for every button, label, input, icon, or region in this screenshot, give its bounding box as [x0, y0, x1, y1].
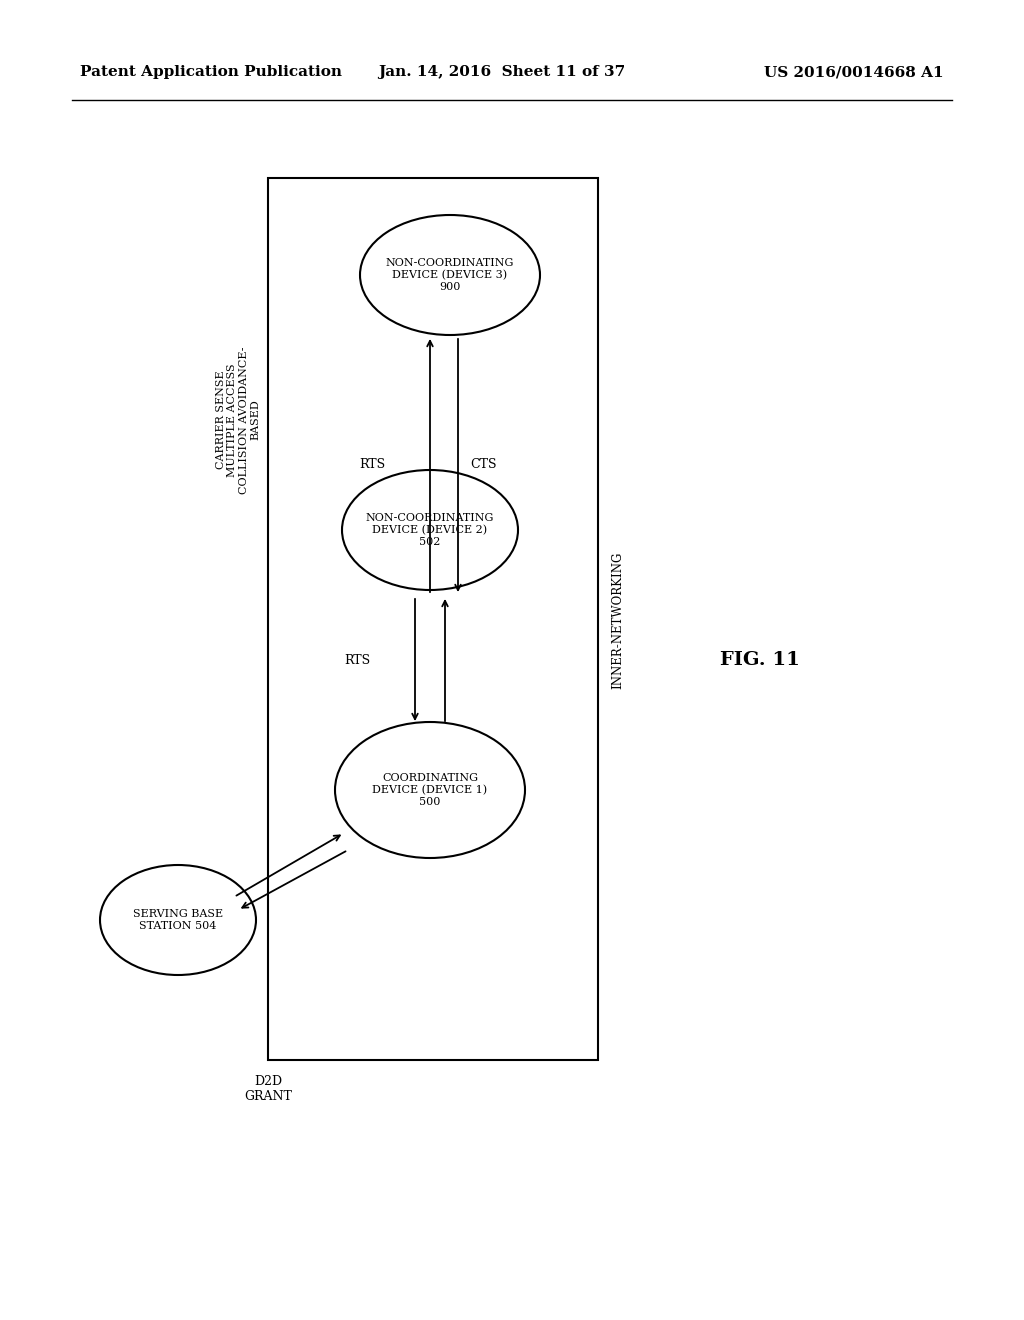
Text: NON-COORDINATING
DEVICE (DEVICE 2)
502: NON-COORDINATING DEVICE (DEVICE 2) 502 [366, 513, 495, 546]
Text: SERVING BASE
STATION 504: SERVING BASE STATION 504 [133, 909, 223, 931]
Text: FIG. 11: FIG. 11 [720, 651, 800, 669]
Text: CARRIER SENSE
MULTIPLE ACCESS
COLLISION AVOIDANCE-
BASED: CARRIER SENSE MULTIPLE ACCESS COLLISION … [216, 346, 260, 494]
Text: US 2016/0014668 A1: US 2016/0014668 A1 [764, 65, 944, 79]
Ellipse shape [342, 470, 518, 590]
Ellipse shape [100, 865, 256, 975]
Ellipse shape [360, 215, 540, 335]
Text: NON-COORDINATING
DEVICE (DEVICE 3)
900: NON-COORDINATING DEVICE (DEVICE 3) 900 [386, 259, 514, 292]
Text: INNER-NETWORKING: INNER-NETWORKING [611, 552, 625, 689]
Text: Jan. 14, 2016  Sheet 11 of 37: Jan. 14, 2016 Sheet 11 of 37 [379, 65, 626, 79]
Text: D2D
GRANT: D2D GRANT [244, 1074, 292, 1104]
Text: COORDINATING
DEVICE (DEVICE 1)
500: COORDINATING DEVICE (DEVICE 1) 500 [373, 774, 487, 807]
Text: Patent Application Publication: Patent Application Publication [80, 65, 342, 79]
Text: CTS: CTS [470, 458, 497, 471]
Text: RTS: RTS [344, 653, 370, 667]
Text: RTS: RTS [358, 458, 385, 471]
Ellipse shape [335, 722, 525, 858]
Bar [268, 178, 598, 1060]
